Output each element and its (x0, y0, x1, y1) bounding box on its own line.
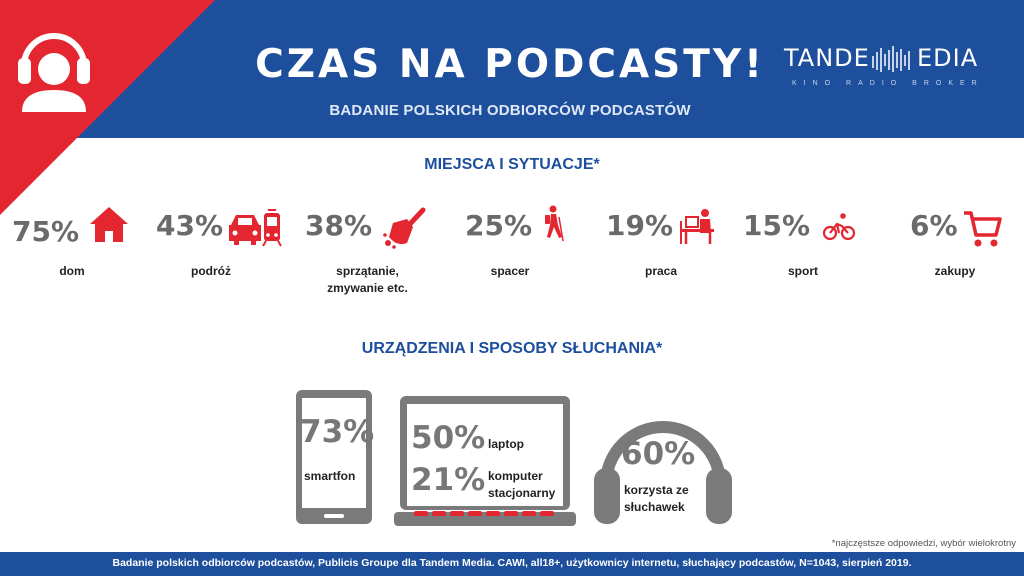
cleaning-icon (383, 207, 426, 249)
stat-walk-pct: 25% (465, 209, 533, 242)
places-section-title: MIEJSCA I SYTUACJE* (424, 156, 600, 173)
laptop-label: laptop (488, 437, 524, 451)
stat-cleaning-label: sprzątanie, zmywanie etc. (305, 263, 430, 297)
cyclist-icon (823, 213, 855, 241)
stat-shopping-pct: 6% (910, 209, 958, 242)
stat-cleaning-label-line1: sprzątanie, (336, 264, 399, 278)
headphones-label: korzysta ze słuchawek (624, 482, 689, 516)
stat-cleaning-label-line2: zmywanie etc. (327, 281, 408, 295)
logo-word-right: EDIA (917, 44, 979, 72)
stat-cleaning: 38% sprzątanie, zmywanie etc. (305, 205, 435, 295)
desktop-label: komputer stacjonarny (488, 468, 555, 502)
stat-home-pct: 75% (12, 215, 80, 248)
smartphone-pct: 73% (300, 414, 375, 450)
stat-work: 19% praca (606, 205, 726, 295)
footer-text: Badanie polskich odbiorców podcastów, Pu… (112, 557, 912, 569)
stat-walk-label: spacer (490, 264, 530, 278)
hiker-icon (545, 205, 564, 242)
stat-home: 75% dom (12, 205, 132, 295)
shopping-cart-icon (964, 211, 1002, 247)
footer-band: Badanie polskich odbiorców podcastów, Pu… (0, 552, 1024, 576)
stat-travel-pct: 43% (156, 209, 224, 242)
page-title: CZAS NA PODCASTY! (255, 42, 765, 87)
desktop-pct: 21% (411, 462, 486, 498)
laptop-pct: 50% (411, 420, 486, 456)
page-subtitle: BADANIE POLSKICH ODBIORCÓW PODCASTÓW (329, 102, 691, 119)
stat-home-label: dom (59, 264, 85, 278)
house-icon (90, 207, 128, 242)
headphones-icon (594, 421, 732, 524)
stat-travel: 43% podróż (156, 205, 286, 295)
logo-tagline: KINO RADIO BROKER (792, 80, 984, 87)
smartphone-icon (296, 390, 372, 524)
devices-section-title: URZĄDZENIA I SPOSOBY SŁUCHANIA* (361, 340, 663, 357)
stat-shopping: 6% zakupy (910, 205, 1010, 295)
car-tram-icon (229, 209, 282, 247)
stat-shopping-label: zakupy (934, 264, 976, 278)
headphones-label-line1: korzysta ze (624, 483, 689, 497)
laptop-icon (394, 396, 576, 526)
stat-sport: 15% sport (743, 205, 863, 295)
headphones-pct: 60% (621, 436, 696, 472)
headphones-label-line2: słuchawek (624, 500, 685, 514)
tandem-media-logo: TANDE EDIA KINO RADIO BROKER (780, 44, 980, 94)
desktop-label-line2: stacjonarny (488, 486, 556, 500)
stat-work-label: praca (644, 264, 678, 278)
logo-bars-icon (872, 46, 910, 72)
logo-word-left: TANDE (784, 44, 870, 72)
stat-sport-pct: 15% (743, 209, 811, 242)
stat-walk: 25% spacer (465, 205, 575, 295)
desktop-label-line1: komputer (488, 469, 543, 483)
listener-headphones-icon (18, 33, 90, 112)
stat-travel-label: podróż (191, 264, 231, 278)
stat-sport-label: sport (788, 264, 818, 278)
stat-cleaning-pct: 38% (305, 209, 373, 242)
desk-worker-icon (680, 209, 714, 244)
smartphone-label: smartfon (304, 469, 356, 483)
footnote: *najczęstsze odpowiedzi, wybór wielokrot… (831, 538, 1016, 549)
stat-work-pct: 19% (606, 209, 674, 242)
